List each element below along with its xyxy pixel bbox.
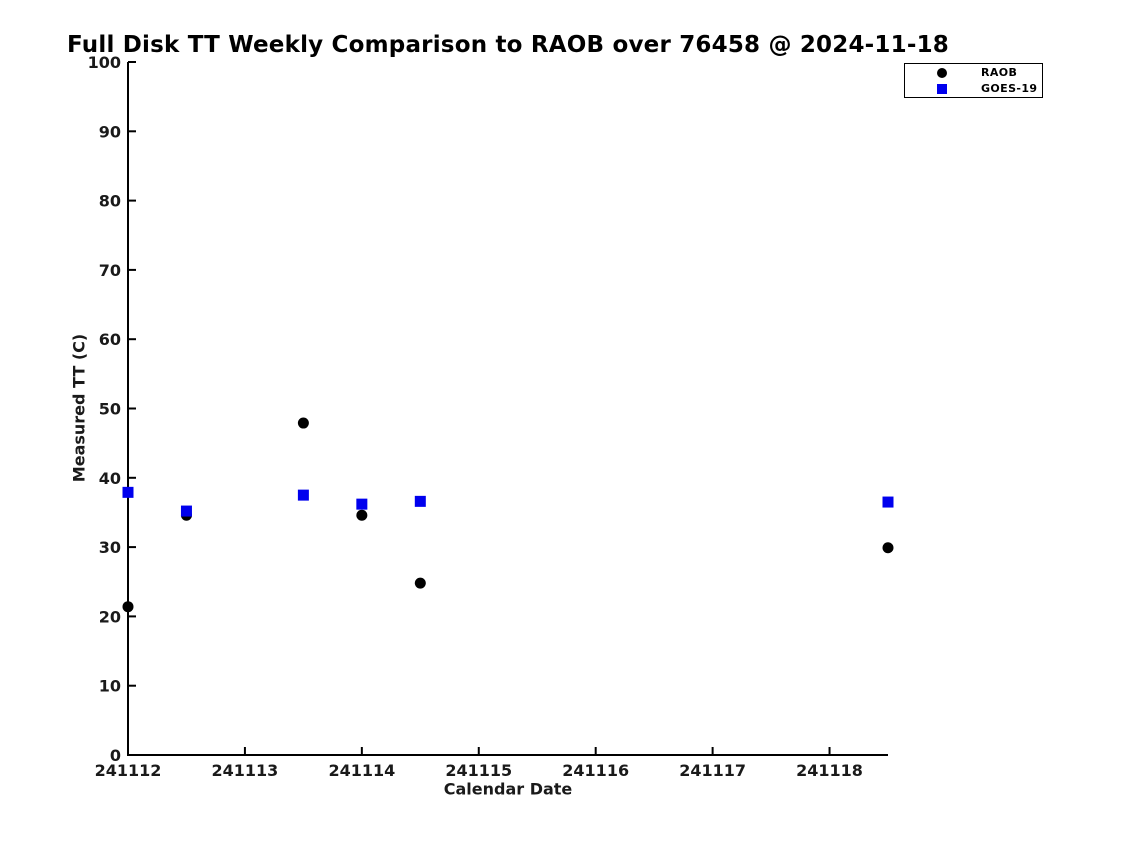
x-tick-label: 241116 [562, 761, 629, 780]
x-axis-label: Calendar Date [443, 779, 573, 799]
x-tick-label: 241114 [328, 761, 395, 780]
data-point-goes-19 [356, 498, 368, 510]
x-tick-label: 241112 [95, 761, 162, 780]
y-tick-label: 80 [99, 192, 121, 211]
data-point-raob [122, 601, 134, 613]
x-tick-label: 241118 [796, 761, 863, 780]
y-tick-label: 100 [88, 53, 121, 72]
y-tick-label: 0 [110, 746, 121, 765]
axis-spines [127, 62, 888, 756]
x-tick-label: 241117 [679, 761, 746, 780]
data-point-goes-19 [882, 496, 894, 508]
chart-title: Full Disk TT Weekly Comparison to RAOB o… [67, 32, 949, 58]
legend-item-raob: RAOB [905, 65, 1042, 80]
y-tick-label: 50 [99, 400, 121, 419]
y-tick-label: 40 [99, 469, 121, 488]
legend-item-goes19: GOES-19 [905, 81, 1042, 96]
y-tick-label: 30 [99, 538, 121, 557]
data-point-raob [297, 417, 309, 429]
data-point-goes-19 [122, 486, 134, 498]
x-tick-label: 241113 [212, 761, 279, 780]
y-tick-label: 10 [99, 677, 121, 696]
legend-label-goes19: GOES-19 [981, 82, 1038, 95]
data-point-raob [356, 509, 368, 521]
data-point-raob [414, 577, 426, 589]
legend-label-raob: RAOB [981, 66, 1018, 79]
y-tick-label: 70 [99, 261, 121, 280]
data-point-goes-19 [297, 489, 309, 501]
y-tick-label: 90 [99, 122, 121, 141]
legend: RAOB GOES-19 [904, 63, 1043, 98]
goes19-square-marker-icon [937, 83, 947, 94]
x-tick-label: 241115 [445, 761, 512, 780]
raob-circle-marker-icon [937, 67, 947, 78]
data-point-goes-19 [414, 495, 426, 507]
data-point-raob [882, 542, 894, 554]
y-tick-label: 20 [99, 607, 121, 626]
data-point-goes-19 [180, 505, 192, 517]
y-tick-label: 60 [99, 330, 121, 349]
